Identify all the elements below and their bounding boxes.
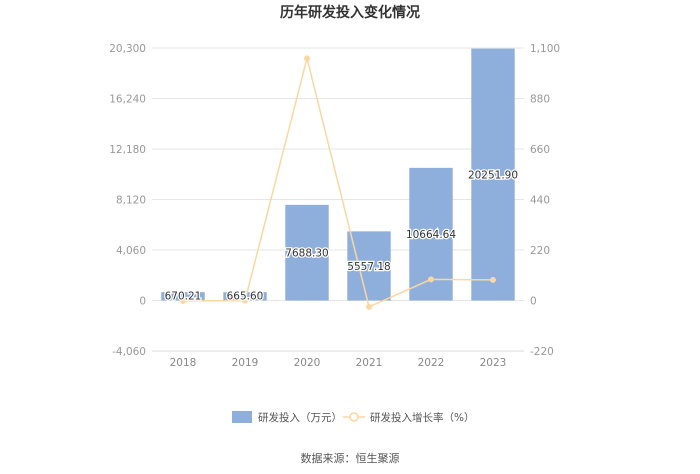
y-left-tick-label: 0 [139,296,146,308]
bar-data-label: 20251.90 [468,170,518,182]
x-tick-label: 2022 [418,357,445,369]
x-tick-label: 2019 [232,357,259,369]
bar-data-label: 665.60 [227,291,264,303]
y-left-tick-label: -4,060 [112,346,146,358]
data-labels: 670.21 665.60 7688.30 5557.18 10664.64 20251.… [163,168,519,303]
x-tick-label: 2023 [480,357,507,369]
line-point[interactable] [490,276,496,283]
y-left-tick-label: 20,300 [109,43,146,55]
y-right-tick-label: 0 [530,296,537,308]
line-point[interactable] [180,297,186,304]
x-axis: 2018 2019 2020 2021 2022 2023 [152,350,524,369]
bar[interactable] [285,204,329,301]
legend-bar-label[interactable]: 研发投入（万元） [258,411,342,424]
line-point[interactable] [428,276,434,283]
line-point[interactable] [242,297,248,304]
gridlines [152,47,524,352]
bar[interactable] [471,48,515,301]
y-right-tick-label: 660 [530,144,550,156]
bar-series [161,48,515,301]
y-right-tick-label: 440 [530,195,550,207]
legend-line-label[interactable]: 研发投入增长率（%） [370,411,474,424]
bar-data-label: 5557.18 [347,261,390,273]
y-axis-left: -4,060 0 4,060 8,120 12,180 16,240 20,300 [109,43,146,358]
y-left-tick-label: 4,060 [116,245,146,257]
line-series [180,55,496,310]
y-left-tick-label: 12,180 [109,144,146,156]
x-tick-label: 2021 [356,357,383,369]
chart-title: 历年研发投入变化情况 [280,4,420,21]
y-right-tick-label: 220 [530,245,550,257]
legend-line-marker [349,412,359,422]
x-tick-label: 2018 [170,357,197,369]
y-axis-right: -220 0 220 440 660 880 1,100 [530,43,560,358]
x-tick-label: 2020 [294,357,321,369]
bar-data-label: 7688.30 [285,248,328,260]
bar-data-label: 670.21 [165,291,202,303]
source-note: 数据来源：恒生聚源 [301,451,400,465]
bar[interactable] [347,231,391,301]
y-left-tick-label: 16,240 [109,94,146,106]
legend[interactable]: 研发投入（万元） 研发投入增长率（%） [232,411,474,424]
line-point[interactable] [304,55,310,62]
bar[interactable] [223,292,267,301]
line-point[interactable] [366,303,372,310]
y-right-tick-label: -220 [530,346,554,358]
y-right-tick-label: 880 [530,94,550,106]
y-left-tick-label: 8,120 [116,195,146,207]
bar-data-label: 10664.64 [406,229,456,241]
legend-bar-swatch [232,411,252,423]
y-right-tick-label: 1,100 [530,43,560,55]
bar[interactable] [161,292,205,301]
growth-rate-line [182,58,494,308]
